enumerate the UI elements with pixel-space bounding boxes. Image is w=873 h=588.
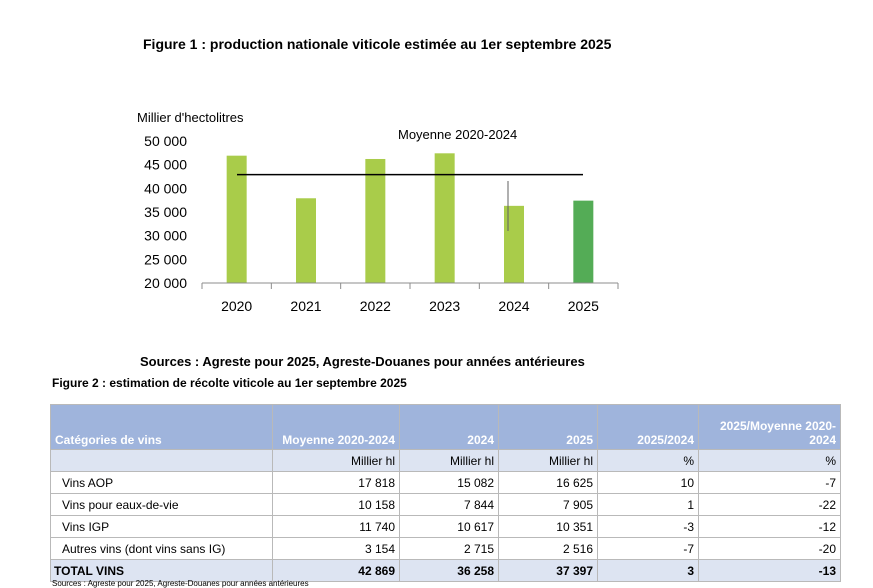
y-tick-label: 30 000 [144, 228, 187, 244]
row-label: Vins pour eaux-de-vie [50, 493, 273, 516]
bar-2025 [573, 200, 594, 283]
bar-2023 [434, 153, 455, 283]
table-cell: 10 351 [498, 515, 598, 538]
bar-2024 [504, 205, 524, 283]
x-tick-label: 2021 [290, 298, 321, 314]
unit-cell: Millier hl [498, 449, 598, 472]
header-2025-moyenne: 2025/Moyenne 2020-2024 [698, 404, 841, 450]
production-bar-chart: Millier d'hectolitres 20 000 25 000 30 000 3… [137, 110, 619, 314]
table-row: Vins IGP 11 740 10 617 10 351 -3 -12 [50, 515, 841, 538]
header-2025-2024: 2025/2024 [597, 404, 699, 450]
table-cell: -12 [698, 515, 841, 538]
bar-2020 [226, 155, 247, 283]
table-total-row: TOTAL VINS 42 869 36 258 37 397 3 -13 [50, 559, 841, 582]
total-cell: -13 [698, 559, 841, 582]
y-tick-label: 25 000 [144, 251, 187, 267]
y-axis-label: Millier d'hectolitres [137, 110, 244, 125]
average-label: Moyenne 2020-2024 [398, 127, 517, 142]
header-2025: 2025 [498, 404, 598, 450]
total-label: TOTAL VINS [50, 559, 273, 582]
x-tick-label: 2022 [360, 298, 391, 314]
table-cell: 2 715 [399, 537, 499, 560]
y-tick-label: 45 000 [144, 157, 187, 173]
y-tick-label: 35 000 [144, 204, 187, 220]
table-cell: 16 625 [498, 471, 598, 494]
table-row: Autres vins (dont vins sans IG) 3 154 2 … [50, 537, 841, 560]
table-cell: 11 740 [272, 515, 400, 538]
unit-cell: Millier hl [272, 449, 400, 472]
table-cell: 10 617 [399, 515, 499, 538]
table-cell: 17 818 [272, 471, 400, 494]
total-cell: 36 258 [399, 559, 499, 582]
figure2-title: Figure 2 : estimation de récolte viticol… [52, 376, 407, 390]
table-cell: 15 082 [399, 471, 499, 494]
table-cell: -7 [698, 471, 841, 494]
table-cell: 7 905 [498, 493, 598, 516]
x-tick-label: 2020 [221, 298, 252, 314]
header-moyenne: Moyenne 2020-2024 [272, 404, 400, 450]
row-label: Autres vins (dont vins sans IG) [50, 537, 273, 560]
row-label: Vins IGP [50, 515, 273, 538]
table-cell: -20 [698, 537, 841, 560]
table-cell: 10 [597, 471, 699, 494]
table-cell: -3 [597, 515, 699, 538]
header-categorie: Catégories de vins [50, 404, 273, 450]
x-tick-label: 2023 [429, 298, 460, 314]
table-cell: 7 844 [399, 493, 499, 516]
table-cell: 10 158 [272, 493, 400, 516]
table-cell: 3 154 [272, 537, 400, 560]
x-tick-label: 2025 [568, 298, 599, 314]
row-label: Vins AOP [50, 471, 273, 494]
unit-cell: % [597, 449, 699, 472]
table-cell: 1 [597, 493, 699, 516]
table-header-row: Catégories de vins Moyenne 2020-2024 202… [50, 404, 841, 450]
unit-cell: % [698, 449, 841, 472]
figure1-title: Figure 1 : production nationale viticole… [143, 36, 612, 52]
header-2024: 2024 [399, 404, 499, 450]
recolte-table: Catégories de vins Moyenne 2020-2024 202… [50, 404, 841, 582]
table-cell: 2 516 [498, 537, 598, 560]
table-row: Vins AOP 17 818 15 082 16 625 10 -7 [50, 471, 841, 494]
bar-2022 [365, 158, 386, 283]
bar-2021 [296, 198, 316, 283]
x-tick-label: 2024 [498, 298, 529, 314]
unit-cell: Millier hl [399, 449, 499, 472]
y-tick-label: 50 000 [144, 133, 187, 149]
figure1-source: Sources : Agreste pour 2025, Agreste-Dou… [140, 354, 585, 369]
table-cell: -7 [597, 537, 699, 560]
unit-cell [50, 449, 273, 472]
total-cell: 37 397 [498, 559, 598, 582]
figure2-source: Sources : Agreste pour 2025, Agreste-Dou… [52, 579, 309, 588]
table-cell: -22 [698, 493, 841, 516]
total-cell: 3 [597, 559, 699, 582]
table-row: Vins pour eaux-de-vie 10 158 7 844 7 905… [50, 493, 841, 516]
y-tick-label: 40 000 [144, 180, 187, 196]
table-units-row: Millier hl Millier hl Millier hl % % [50, 449, 841, 472]
total-cell: 42 869 [272, 559, 400, 582]
y-tick-label: 20 000 [144, 275, 187, 291]
